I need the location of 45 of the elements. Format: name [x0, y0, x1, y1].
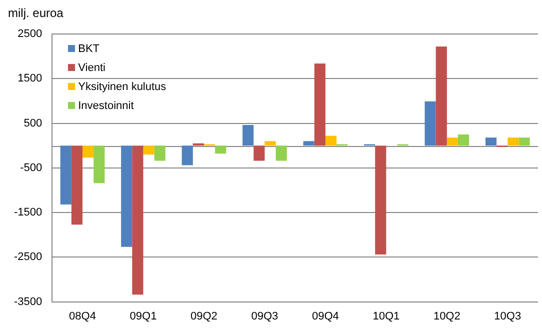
bar: [436, 46, 447, 146]
bar: [264, 141, 276, 146]
bar: [182, 146, 193, 166]
bar: [60, 146, 72, 204]
y-tick-label: 500: [24, 117, 42, 130]
bar: [508, 138, 519, 146]
y-tick-label: 2500: [18, 28, 42, 40]
bar: [375, 146, 386, 254]
bar: [276, 146, 287, 161]
bar: [71, 146, 82, 225]
y-tick-label: -3500: [14, 296, 42, 308]
x-tick-label: 09Q2: [190, 310, 218, 322]
bar: [121, 146, 132, 247]
bar: [458, 134, 470, 146]
legend-label: Vienti: [77, 60, 106, 76]
bar: [242, 125, 254, 146]
x-tick-label: 08Q4: [69, 310, 96, 322]
y-tick-label: -2500: [14, 251, 42, 264]
bar: [154, 146, 166, 161]
bar: [82, 146, 94, 158]
legend-label: Yksityinen kulutus: [77, 80, 166, 94]
x-tick-label: 10Q2: [433, 310, 460, 322]
y-axis-title: milj. euroa: [8, 6, 64, 20]
bar: [325, 136, 337, 146]
y-tick-label: -1500: [14, 206, 42, 219]
y-tick-label: -500: [20, 162, 42, 174]
bar: [518, 138, 530, 146]
bar: [303, 141, 314, 146]
bar: [314, 63, 326, 146]
bar: [485, 138, 497, 146]
legend-label: Investoinnit: [77, 98, 135, 114]
bar: [424, 101, 436, 146]
y-tick-label: 1500: [18, 72, 42, 85]
x-tick-label: 10Q3: [494, 310, 522, 322]
x-tick-label: 09Q1: [130, 310, 157, 322]
bar: [254, 146, 265, 161]
legend-label: BKT: [77, 42, 101, 56]
x-tick-label: 09Q3: [251, 310, 278, 322]
bar: [446, 138, 458, 146]
bar: [215, 146, 226, 154]
bar: [94, 146, 105, 184]
bar: [143, 146, 154, 155]
bar: [132, 146, 144, 295]
x-tick-label: 09Q4: [312, 310, 339, 322]
x-tick-label: 10Q1: [372, 310, 400, 322]
